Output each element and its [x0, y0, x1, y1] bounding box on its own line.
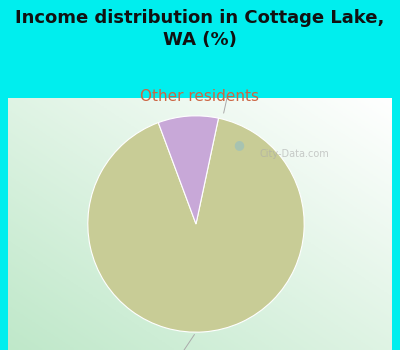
Text: ●: ●: [233, 138, 244, 151]
Text: Other residents: Other residents: [140, 89, 260, 104]
Text: > $200k: > $200k: [133, 335, 194, 350]
Wedge shape: [158, 116, 218, 224]
Wedge shape: [88, 118, 304, 332]
Text: $200k: $200k: [0, 349, 1, 350]
Text: Income distribution in Cottage Lake,
WA (%): Income distribution in Cottage Lake, WA …: [15, 9, 385, 49]
Text: City-Data.com: City-Data.com: [260, 149, 330, 159]
